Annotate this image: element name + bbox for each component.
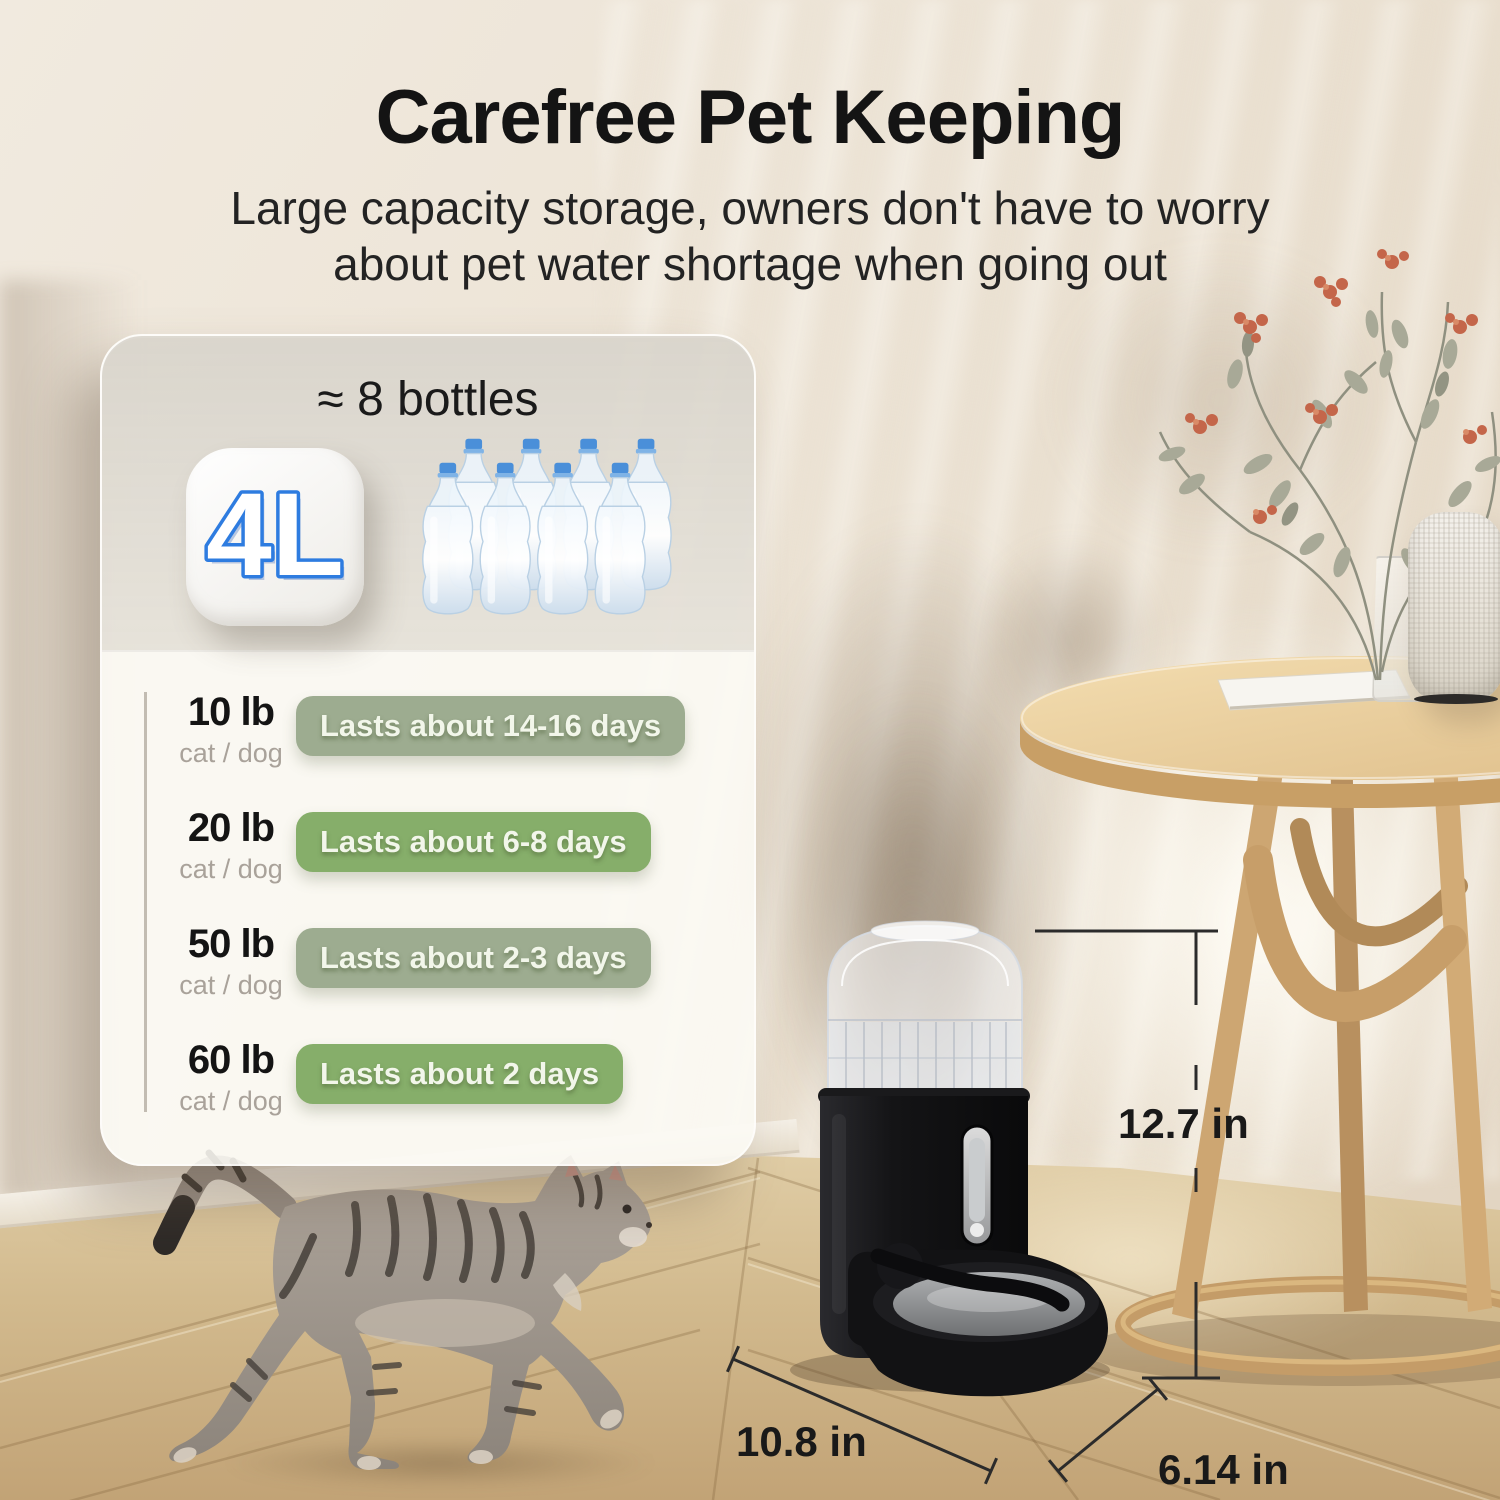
duration-pill: Lasts about 6-8 days (296, 812, 651, 872)
table-row: 60 lb cat / dog Lasts about 2 days (140, 1032, 730, 1136)
cat-muzzle (619, 1227, 647, 1247)
duration-table: 10 lb cat / dog Lasts about 14-16 days 2… (140, 684, 730, 1152)
table-legs (1172, 748, 1492, 1320)
duration-pill: Lasts about 2-3 days (296, 928, 651, 988)
height-dimension-label: 12.7 in (1118, 1100, 1249, 1147)
weight-value: 60 lb (187, 1038, 275, 1082)
width-dimension-line (726, 1345, 998, 1485)
weight-value: 10 lb (187, 690, 275, 734)
pet-type: cat / dog (179, 854, 283, 884)
pet-type: cat / dog (179, 970, 283, 1000)
cat-belly (355, 1299, 535, 1347)
cat-ear-inner (565, 1159, 579, 1177)
page-subtitle: Large capacity storage, owners don't hav… (0, 180, 1500, 292)
depth-dimension-line (1047, 1377, 1169, 1483)
weight-block: 10 lb cat / dog (166, 690, 296, 769)
duration-pill: Lasts about 2 days (296, 1044, 624, 1104)
weight-value: 20 lb (187, 806, 275, 850)
round-wood-table (1020, 656, 1500, 1386)
capacity-card: ≈ 8 bottles 4L 4L (100, 334, 756, 1166)
weight-block: 60 lb cat / dog (166, 1038, 296, 1117)
weight-block: 20 lb cat / dog (166, 806, 296, 885)
weight-block: 50 lb cat / dog (166, 922, 296, 1001)
water-bottles-group (422, 438, 672, 615)
capacity-badge: 4L 4L (186, 448, 364, 626)
table-row: 50 lb cat / dog Lasts about 2-3 days (140, 916, 730, 1020)
width-dimension-label: 10.8 in (736, 1418, 867, 1465)
weight-value: 50 lb (187, 922, 275, 966)
svg-text:4L: 4L (210, 474, 348, 606)
cat-chest (553, 1273, 582, 1311)
tabby-cat (153, 1149, 652, 1470)
table-divider-line (144, 692, 147, 1112)
water-dispenser (790, 920, 1110, 1397)
subtitle-line-2: about pet water shortage when going out (333, 238, 1167, 291)
depth-dimension-label: 6.14 in (1158, 1446, 1289, 1493)
subtitle-line-1: Large capacity storage, owners don't hav… (230, 182, 1270, 234)
speaker-base (1414, 694, 1498, 704)
table-row: 10 lb cat / dog Lasts about 14-16 days (140, 684, 730, 788)
tabletop-edge (1020, 720, 1500, 808)
duration-pill: Lasts about 14-16 days (296, 696, 686, 756)
leaves-dark (1241, 331, 1449, 526)
cat-stripes (279, 1193, 535, 1299)
pet-type: cat / dog (179, 738, 283, 768)
cat-floor-shadow (225, 1438, 655, 1488)
cat-eye (622, 1204, 632, 1214)
page-title: Carefree Pet Keeping (375, 75, 1126, 160)
bottles-equivalence-label: ≈ 8 bottles (317, 373, 539, 426)
capacity-badge-text: 4L 4L (203, 466, 348, 607)
water-tank (827, 920, 1023, 1097)
cat-paws (173, 1409, 622, 1470)
bowl-divider-arm (870, 1248, 1070, 1312)
cat-nose (646, 1222, 652, 1228)
pet-type: cat / dog (179, 1086, 283, 1116)
water-level-window (960, 1124, 994, 1247)
cat-leg-stripes (230, 1358, 542, 1416)
cat-ear-inner-2 (609, 1165, 623, 1181)
water-bowl (848, 1243, 1108, 1397)
cat-head-stripes (572, 1172, 603, 1210)
table-row: 20 lb cat / dog Lasts about 6-8 days (140, 800, 730, 904)
smart-speaker (1408, 512, 1500, 704)
capacity-value: 4L (206, 469, 344, 601)
